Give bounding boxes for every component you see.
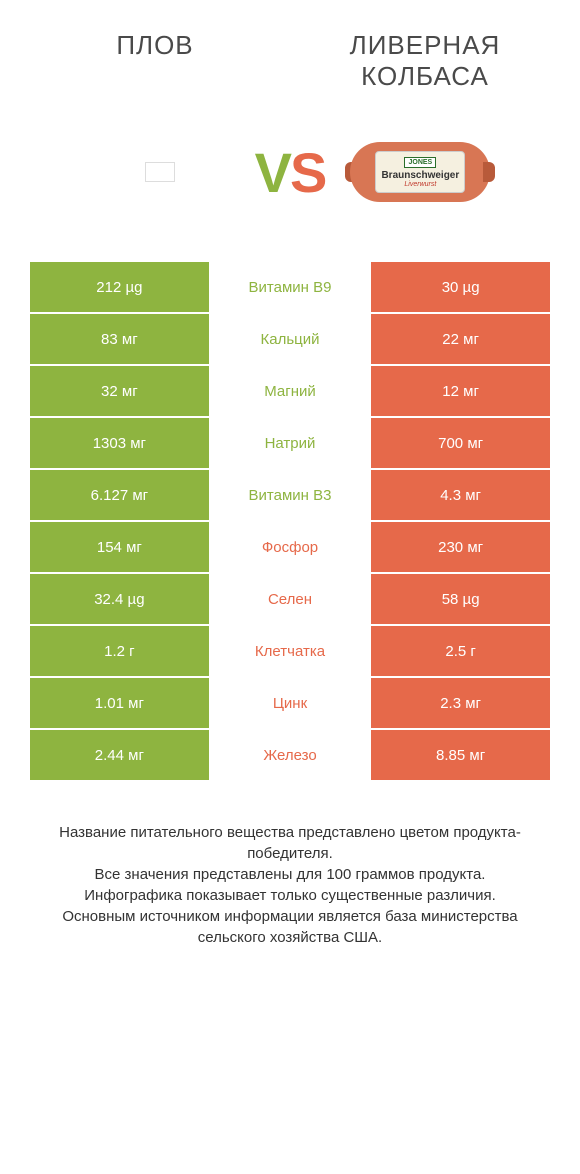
cell-right: 4.3 мг: [371, 470, 550, 520]
footer-line-2: Все значения представлены для 100 граммо…: [30, 864, 550, 885]
table-row: 2.44 мгЖелезо8.85 мг: [30, 730, 550, 780]
cell-left: 83 мг: [30, 314, 209, 364]
sausage-image: JONES Braunschweiger Liverwurst: [345, 136, 495, 208]
sausage-tip-right: [483, 162, 495, 182]
cell-left: 154 мг: [30, 522, 209, 572]
cell-right: 2.5 г: [371, 626, 550, 676]
table-row: 1.2 гКлетчатка2.5 г: [30, 626, 550, 676]
header-right: ЛИВЕРНАЯ КОЛБАСА: [290, 30, 560, 92]
sausage-text1: Braunschweiger: [381, 170, 459, 181]
table-row: 83 мгКальций22 мг: [30, 314, 550, 364]
table-row: 32 мгМагний12 мг: [30, 366, 550, 416]
cell-right: 700 мг: [371, 418, 550, 468]
cell-left: 32.4 µg: [30, 574, 209, 624]
cell-nutrient: Натрий: [209, 418, 372, 468]
left-image-placeholder: [145, 162, 175, 182]
cell-nutrient: Селен: [209, 574, 372, 624]
cell-right: 58 µg: [371, 574, 550, 624]
cell-right: 8.85 мг: [371, 730, 550, 780]
cell-right: 2.3 мг: [371, 678, 550, 728]
table-row: 32.4 µgСелен58 µg: [30, 574, 550, 624]
comparison-table: 212 µgВитамин B930 µg83 мгКальций22 мг32…: [0, 262, 580, 780]
cell-right: 230 мг: [371, 522, 550, 572]
cell-nutrient: Железо: [209, 730, 372, 780]
cell-left: 1.2 г: [30, 626, 209, 676]
cell-nutrient: Кальций: [209, 314, 372, 364]
cell-right: 22 мг: [371, 314, 550, 364]
cell-nutrient: Фосфор: [209, 522, 372, 572]
footer-line-4: Основным источником информации является …: [30, 906, 550, 948]
left-image-slot: [85, 122, 235, 222]
table-row: 1.01 мгЦинк2.3 мг: [30, 678, 550, 728]
table-row: 212 µgВитамин B930 µg: [30, 262, 550, 312]
cell-right: 30 µg: [371, 262, 550, 312]
sausage-label: JONES Braunschweiger Liverwurst: [375, 151, 465, 193]
cell-left: 212 µg: [30, 262, 209, 312]
left-title: ПЛОВ: [20, 30, 290, 61]
sausage-text2: Liverwurst: [404, 181, 436, 188]
vs-label: V S: [255, 140, 326, 205]
table-row: 154 мгФосфор230 мг: [30, 522, 550, 572]
cell-nutrient: Витамин B9: [209, 262, 372, 312]
cell-nutrient: Магний: [209, 366, 372, 416]
header: ПЛОВ ЛИВЕРНАЯ КОЛБАСА: [0, 0, 580, 102]
right-title: ЛИВЕРНАЯ КОЛБАСА: [290, 30, 560, 92]
cell-nutrient: Цинк: [209, 678, 372, 728]
cell-left: 1.01 мг: [30, 678, 209, 728]
cell-left: 1303 мг: [30, 418, 209, 468]
vs-v: V: [255, 140, 290, 205]
table-row: 1303 мгНатрий700 мг: [30, 418, 550, 468]
header-left: ПЛОВ: [20, 30, 290, 92]
right-image-slot: JONES Braunschweiger Liverwurst: [345, 122, 495, 222]
table-row: 6.127 мгВитамин B34.3 мг: [30, 470, 550, 520]
footer-line-3: Инфографика показывает только существенн…: [30, 885, 550, 906]
cell-nutrient: Витамин B3: [209, 470, 372, 520]
cell-nutrient: Клетчатка: [209, 626, 372, 676]
cell-left: 2.44 мг: [30, 730, 209, 780]
cell-left: 6.127 мг: [30, 470, 209, 520]
cell-right: 12 мг: [371, 366, 550, 416]
cell-left: 32 мг: [30, 366, 209, 416]
footer: Название питательного вещества представл…: [0, 782, 580, 968]
footer-line-1: Название питательного вещества представл…: [30, 822, 550, 864]
sausage-brand: JONES: [404, 157, 436, 168]
images-row: V S JONES Braunschweiger Liverwurst: [0, 102, 580, 262]
vs-s: S: [290, 140, 325, 205]
